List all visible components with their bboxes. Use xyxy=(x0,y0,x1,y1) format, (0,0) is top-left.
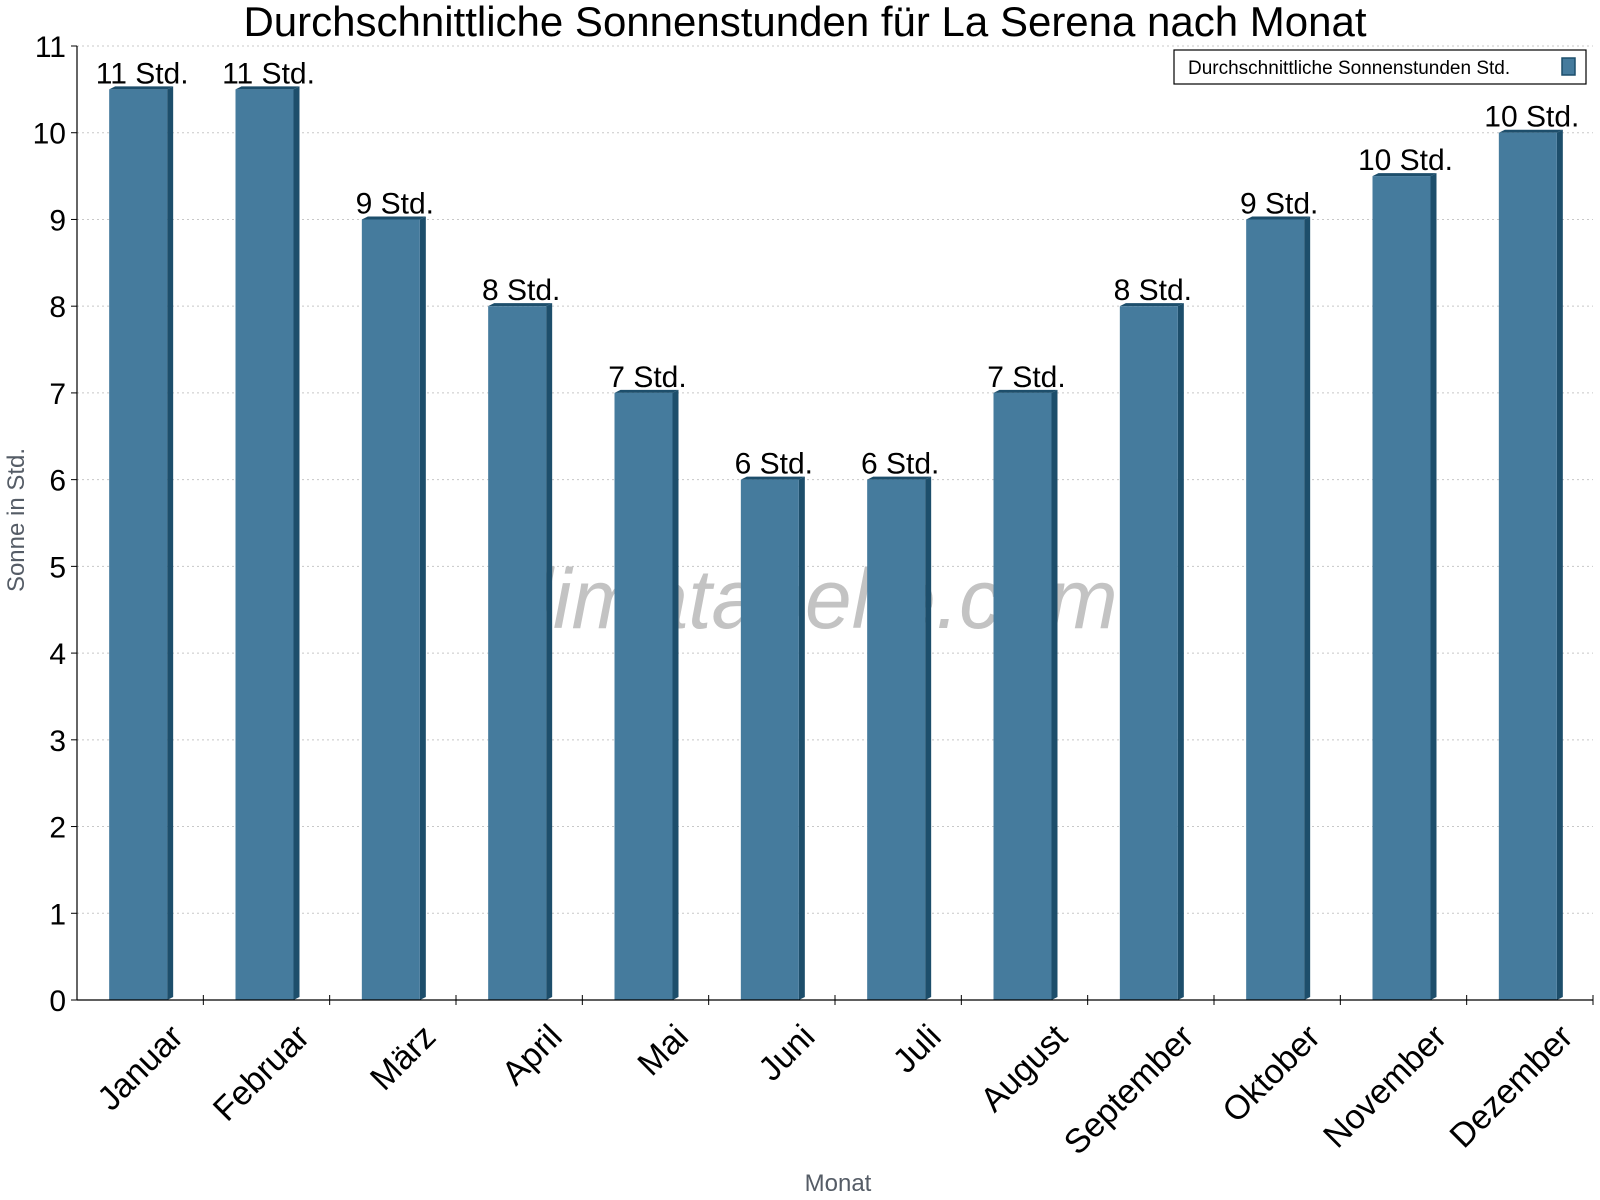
data-label: 10 Std. xyxy=(1484,101,1579,134)
legend-label: Durchschnittliche Sonnenstunden Std. xyxy=(1188,58,1510,79)
y-tick-label: 6 xyxy=(49,465,66,498)
bar-side xyxy=(293,86,300,1000)
legend: Durchschnittliche Sonnenstunden Std. xyxy=(1173,49,1587,85)
bar-side xyxy=(546,303,553,1000)
bar-top xyxy=(1372,173,1437,177)
y-tick-label: 3 xyxy=(49,725,66,758)
bar-side xyxy=(1430,173,1437,1000)
bar-front xyxy=(109,89,168,1000)
bar-front xyxy=(1498,132,1557,1000)
bar xyxy=(235,86,300,1000)
bar xyxy=(867,476,932,1000)
bar-side xyxy=(1304,216,1311,1001)
y-tick-label: 5 xyxy=(49,551,66,584)
bar-top xyxy=(867,476,932,480)
bar xyxy=(993,389,1058,1001)
data-label: 11 Std. xyxy=(96,57,189,90)
legend-box xyxy=(1173,49,1587,85)
bar xyxy=(740,476,805,1000)
data-label: 8 Std. xyxy=(1114,274,1192,307)
bar-side xyxy=(672,389,679,1001)
bar-front xyxy=(1372,176,1431,1000)
y-axis-title: Sonne in Std. xyxy=(3,448,30,592)
y-tick-label: 10 xyxy=(33,118,66,151)
data-label: 10 Std. xyxy=(1358,144,1453,177)
bar-front xyxy=(740,479,799,1000)
data-label: 7 Std. xyxy=(987,361,1065,394)
x-tick-label: Mai xyxy=(630,1018,696,1084)
bar-side xyxy=(798,476,805,1000)
x-axis-title: Monat xyxy=(805,1170,872,1197)
data-label: 11 Std. xyxy=(222,57,315,90)
data-label: 6 Std. xyxy=(735,448,813,481)
y-tick-label: 9 xyxy=(49,204,66,237)
bar-top xyxy=(235,86,300,90)
y-tick-labels: 0 1 2 3 4 5 6 7 8 9 10 11 xyxy=(33,31,66,1018)
bars-group xyxy=(109,86,1563,1001)
chart-title: Durchschnittliche Sonnenstunden für La S… xyxy=(243,0,1366,45)
y-tick-label: 8 xyxy=(49,291,66,324)
x-tick-label: März xyxy=(363,1018,443,1098)
data-label: 9 Std. xyxy=(356,187,434,220)
bar xyxy=(1246,216,1311,1001)
bar-top xyxy=(614,389,679,393)
bar-top xyxy=(1246,216,1311,220)
x-tick-label: November xyxy=(1316,1018,1454,1156)
legend-swatch xyxy=(1561,57,1576,76)
bar-front xyxy=(361,219,420,1001)
bar-front xyxy=(867,479,926,1000)
bar-front xyxy=(614,392,673,1001)
bar-top xyxy=(109,86,174,90)
bar xyxy=(488,303,553,1000)
bar xyxy=(1498,129,1563,1000)
y-tick-label: 0 xyxy=(49,985,66,1018)
x-tick-labels: Januar Februar März April Mai Juni Juli AugustS… xyxy=(90,1017,1580,1162)
bar xyxy=(1119,303,1184,1000)
y-tick-label: 11 xyxy=(35,31,66,64)
bar-front xyxy=(1246,219,1305,1001)
x-tick-label: April xyxy=(495,1018,570,1093)
bar-top xyxy=(1498,129,1563,133)
x-tick-label: Juni xyxy=(751,1018,822,1089)
data-label: 8 Std. xyxy=(482,274,560,307)
x-tick-label: Januar xyxy=(90,1018,190,1118)
bar-side xyxy=(419,216,426,1001)
y-tick-label: 1 xyxy=(49,898,66,931)
y-tick-label: 4 xyxy=(49,638,66,671)
x-tick-label: Dezember xyxy=(1443,1018,1581,1156)
x-tick-label: September xyxy=(1057,1018,1201,1162)
bar xyxy=(1372,173,1437,1000)
y-tick-label: 2 xyxy=(49,812,66,845)
axes xyxy=(71,45,1594,1005)
bar-top xyxy=(488,303,553,307)
bar xyxy=(109,86,174,1000)
bar-side xyxy=(1051,389,1058,1001)
x-tick-label: August xyxy=(973,1017,1075,1119)
bar-side xyxy=(167,86,174,1000)
bar-front xyxy=(993,392,1052,1001)
bar-top xyxy=(1119,303,1184,307)
y-tick-label: 7 xyxy=(49,378,66,411)
x-tick-label: Juli xyxy=(886,1018,949,1081)
x-tick-label: Oktober xyxy=(1215,1018,1327,1130)
data-label: 6 Std. xyxy=(861,448,939,481)
bar xyxy=(614,389,679,1001)
data-label: 7 Std. xyxy=(608,361,686,394)
bar-side xyxy=(1556,129,1563,1000)
bar-side xyxy=(1177,303,1184,1000)
bar-top xyxy=(361,216,426,220)
x-tick-label: Februar xyxy=(206,1018,317,1129)
data-labels: 11 Std. 11 Std. 9 Std. 8 Std. 7 Std. 6 Std. 6 … xyxy=(96,57,1580,480)
bar-front xyxy=(488,306,547,1000)
data-label: 9 Std. xyxy=(1240,187,1318,220)
bar-front xyxy=(1119,306,1178,1000)
bar xyxy=(361,216,426,1001)
bar-top xyxy=(993,389,1058,393)
bar-side xyxy=(925,476,932,1000)
bar-front xyxy=(235,89,294,1000)
bar-top xyxy=(740,476,805,480)
